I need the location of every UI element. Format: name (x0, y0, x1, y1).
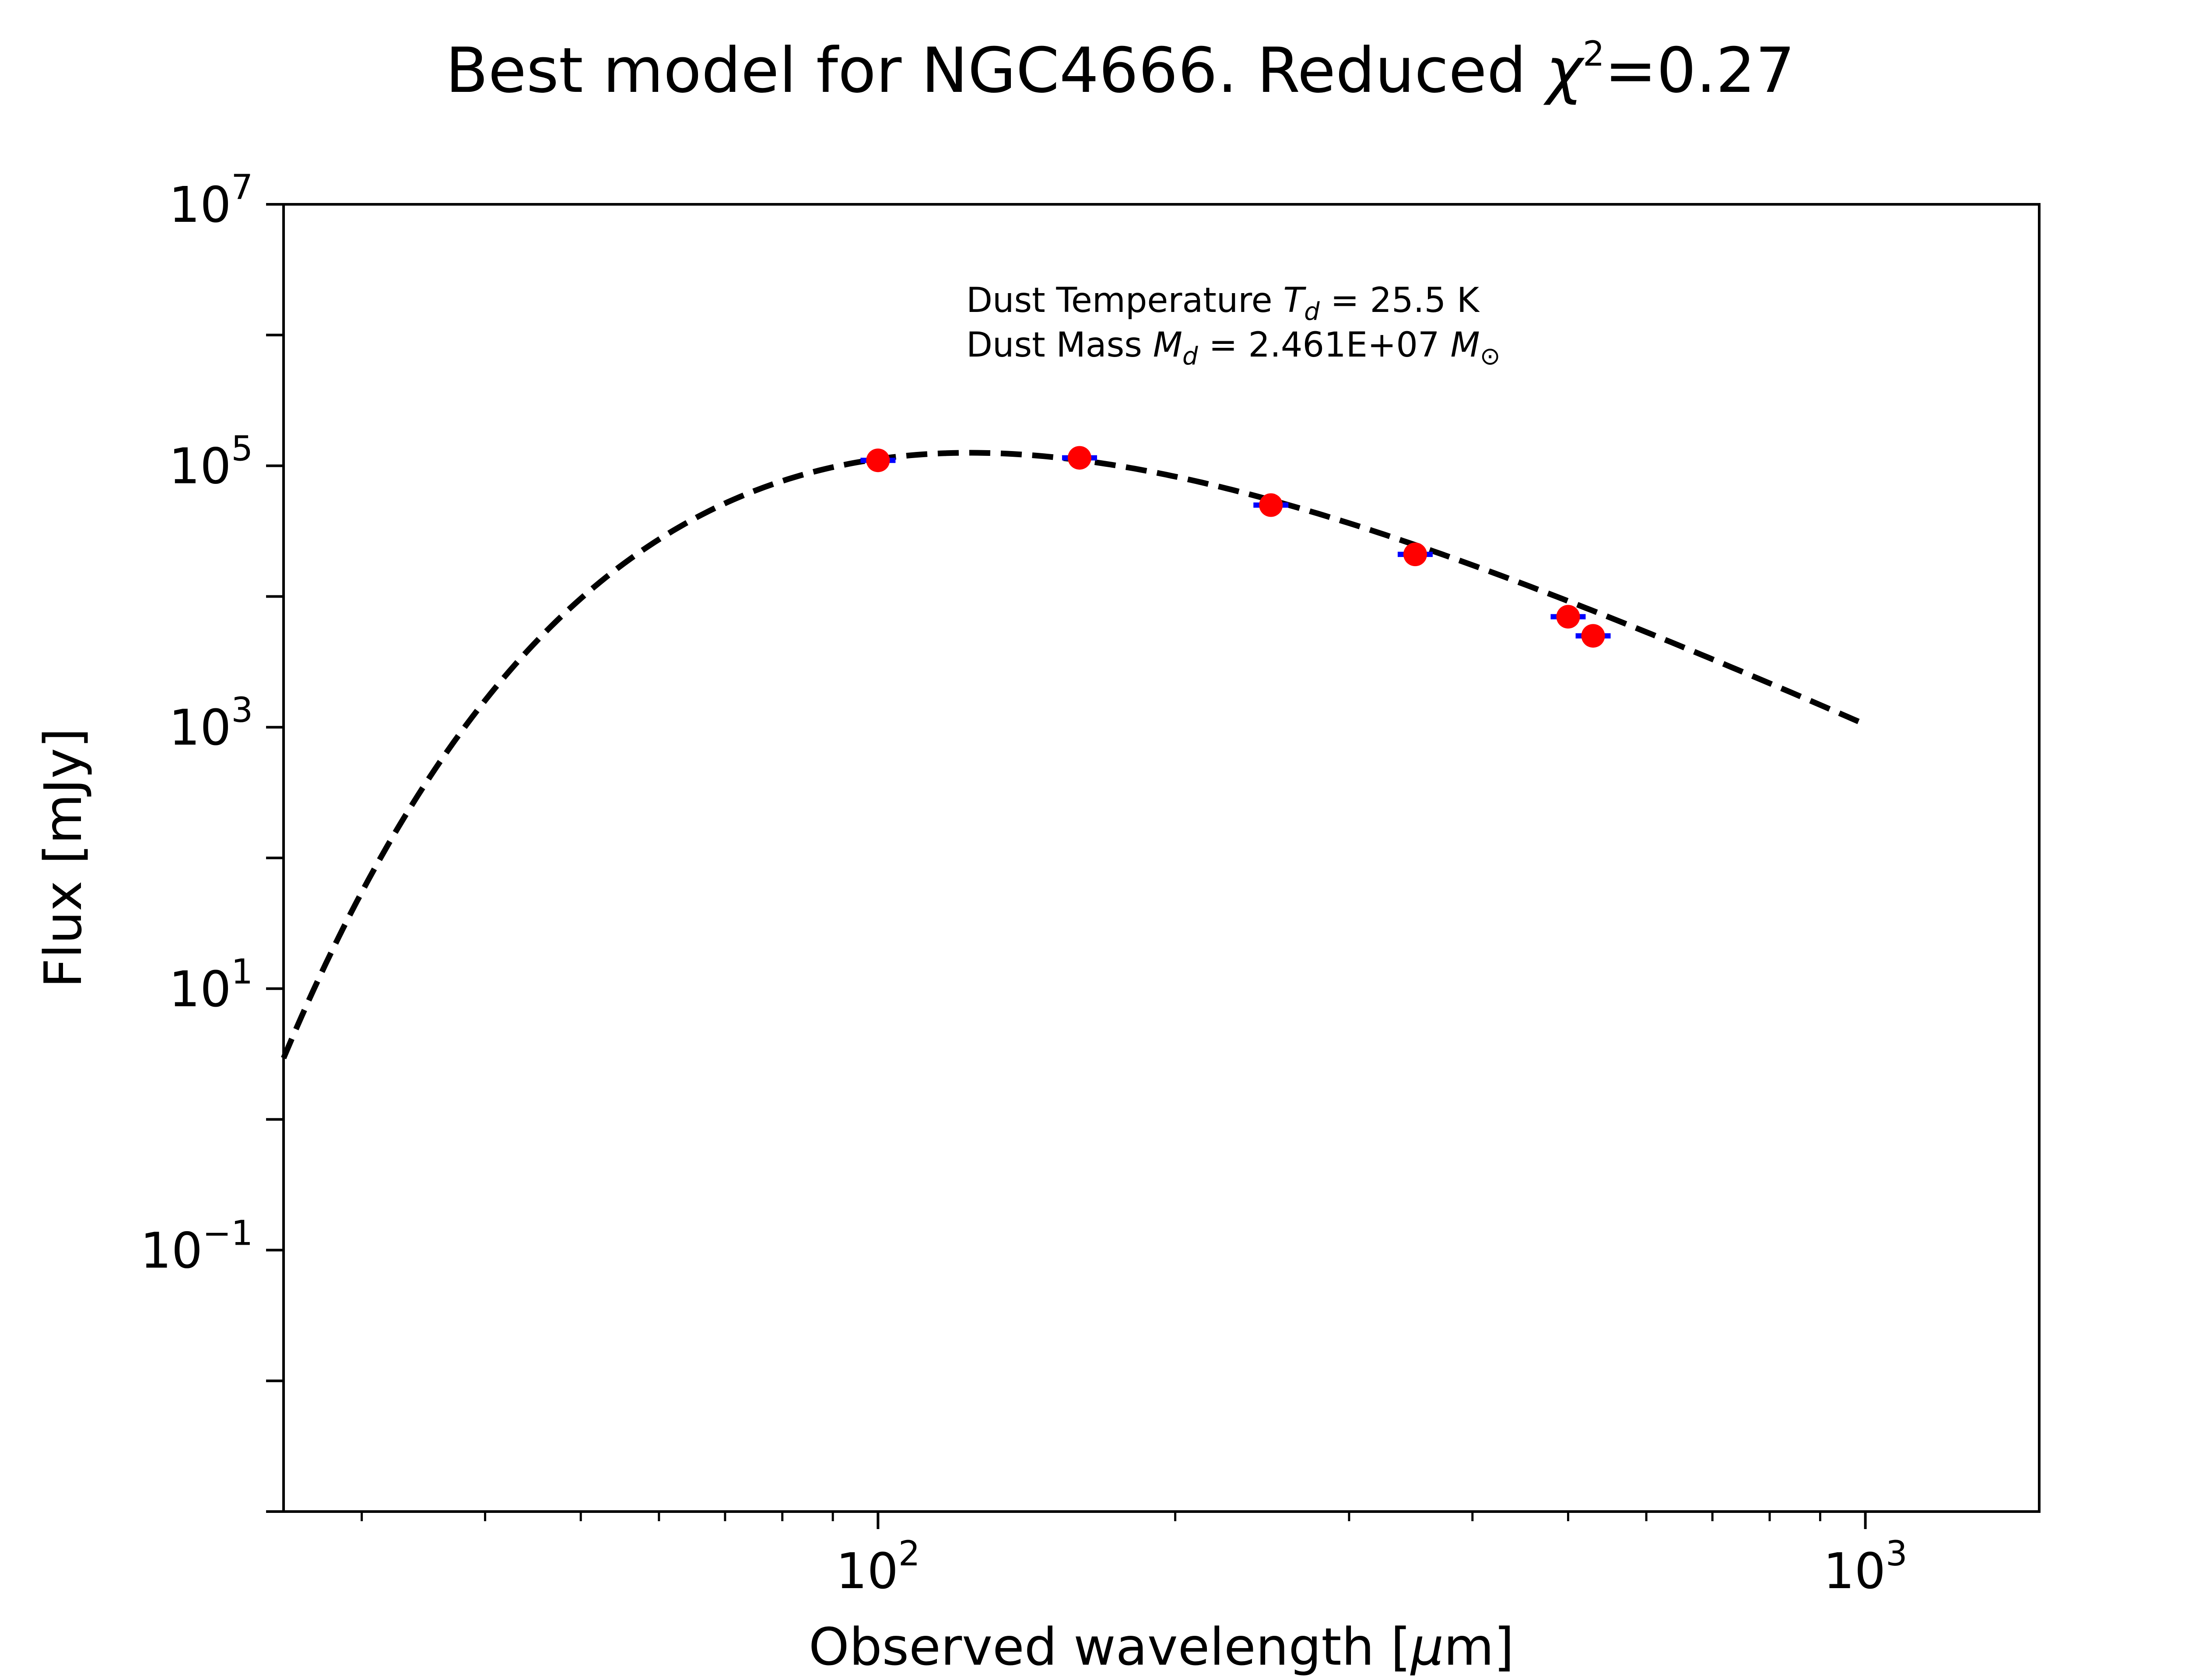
y-tick-label: 107 (169, 168, 253, 234)
chart-title: Best model for NGC4666. Reduced χ2=0.27 (445, 35, 1795, 107)
plot-area (282, 203, 2041, 1513)
data-point (1259, 493, 1283, 517)
model-curve (281, 450, 1867, 1060)
x-tick-label: 103 (1823, 1534, 1907, 1600)
data-point (866, 448, 890, 472)
y-tick-label: 105 (169, 430, 253, 495)
x-axis-label: Observed wavelength [μm] (809, 1617, 1514, 1677)
x-axis-ticks: 102 103 (361, 1512, 1907, 1600)
data-point (1067, 446, 1091, 470)
data-points (860, 446, 1611, 648)
dust-temperature-annotation: Dust Temperature Td = 25.5 K (966, 281, 1480, 326)
y-tick-label: 103 (169, 691, 253, 756)
dust-mass-annotation: Dust Mass Md = 2.461E+07 M⊙ (966, 326, 1501, 371)
data-point (1403, 542, 1427, 567)
y-axis-ticks: 10−1 101 103 105 107 (140, 168, 284, 1513)
y-tick-label: 101 (169, 952, 253, 1018)
data-point (1556, 605, 1580, 629)
x-tick-label: 102 (836, 1534, 920, 1600)
data-point (1581, 624, 1605, 648)
y-axis-label: Flux [mJy] (33, 728, 93, 988)
y-tick-label: 10−1 (140, 1214, 253, 1279)
